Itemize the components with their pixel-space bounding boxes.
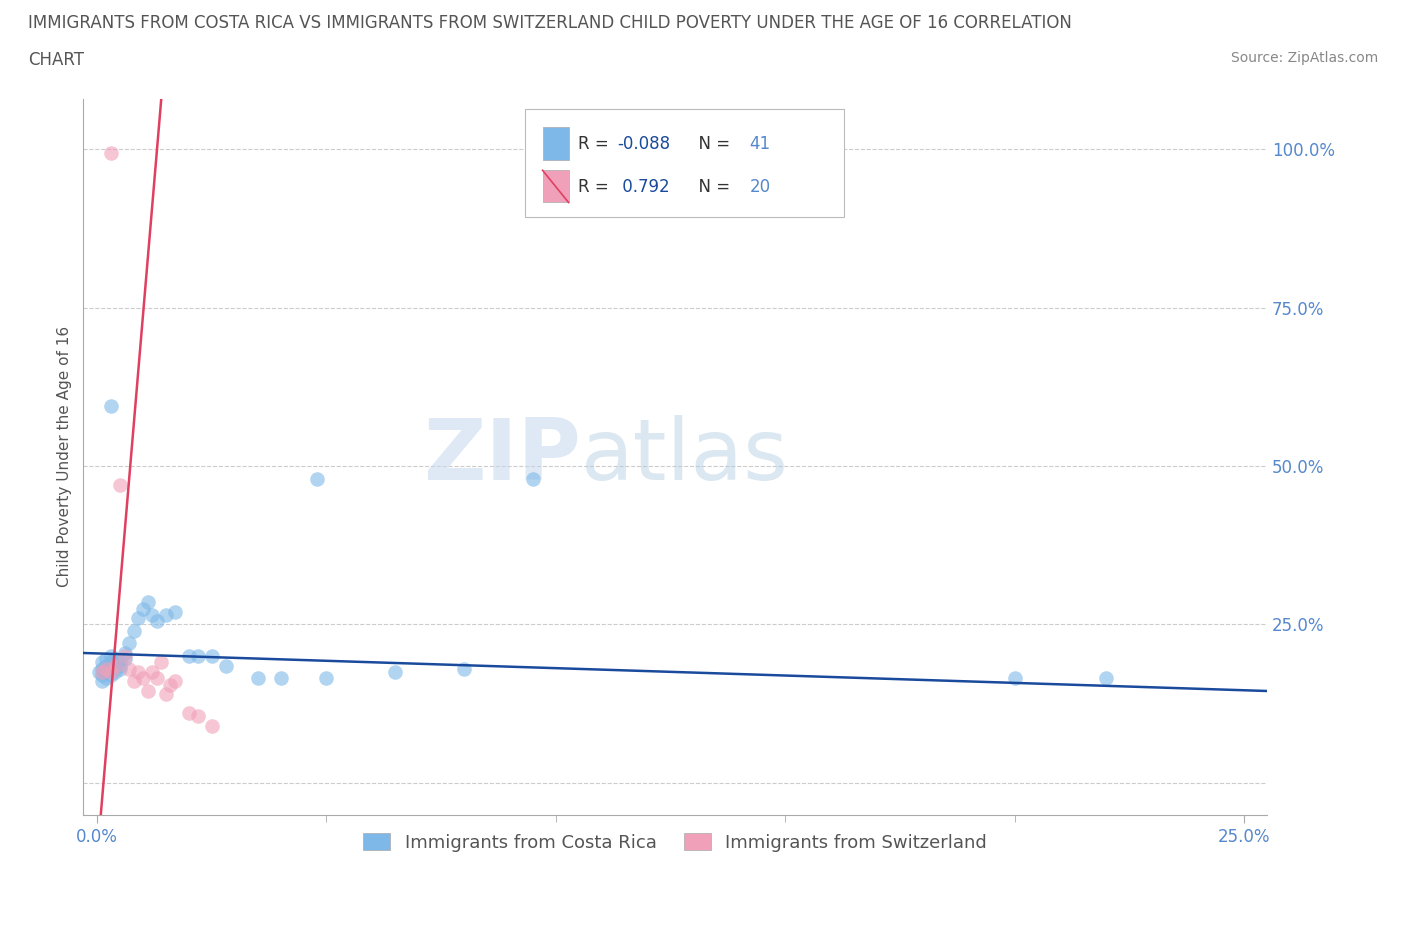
Point [100, 398, 122, 413]
Point [246, 671, 269, 685]
Point [163, 674, 186, 689]
Point [453, 661, 475, 676]
Point [1004, 671, 1026, 685]
Point [132, 601, 155, 616]
Point [114, 649, 136, 664]
Point [100, 661, 122, 676]
Text: ZIP: ZIP [423, 415, 581, 498]
Point [177, 706, 200, 721]
Point [177, 649, 200, 664]
Y-axis label: Child Poverty Under the Age of 16: Child Poverty Under the Age of 16 [58, 326, 72, 587]
Point [90, 665, 112, 680]
Point [118, 636, 141, 651]
Point [108, 658, 131, 673]
Point [315, 671, 337, 685]
Point [100, 145, 122, 160]
Text: N =: N = [688, 135, 735, 153]
Text: atlas: atlas [581, 415, 789, 498]
Bar [543, 170, 568, 203]
Point [150, 655, 173, 670]
Point [100, 668, 122, 683]
Point [159, 677, 181, 692]
Point [114, 645, 136, 660]
Point [122, 674, 145, 689]
Point [118, 661, 141, 676]
Point [127, 611, 149, 626]
Point [141, 607, 163, 622]
Point [96, 661, 118, 676]
Text: CHART: CHART [28, 51, 84, 69]
Point [108, 655, 131, 670]
Point [145, 614, 167, 629]
Point [155, 607, 177, 622]
Point [104, 658, 127, 673]
Point [90, 655, 112, 670]
Text: R =: R = [578, 135, 614, 153]
Point [96, 652, 118, 667]
Point [100, 665, 122, 680]
Point [163, 604, 186, 619]
Point [108, 661, 131, 676]
Point [307, 472, 329, 486]
Bar [543, 127, 568, 160]
Text: IMMIGRANTS FROM COSTA RICA VS IMMIGRANTS FROM SWITZERLAND CHILD POVERTY UNDER TH: IMMIGRANTS FROM COSTA RICA VS IMMIGRANTS… [28, 14, 1071, 32]
Point [155, 686, 177, 701]
Point [214, 658, 236, 673]
Point [114, 652, 136, 667]
Point [187, 709, 209, 724]
Point [141, 665, 163, 680]
Point [104, 665, 127, 680]
Point [136, 595, 159, 610]
Point [187, 649, 209, 664]
Point [270, 671, 292, 685]
FancyBboxPatch shape [524, 110, 845, 217]
Point [108, 478, 131, 493]
Text: N =: N = [688, 178, 735, 195]
Legend: Immigrants from Costa Rica, Immigrants from Switzerland: Immigrants from Costa Rica, Immigrants f… [356, 826, 994, 859]
Point [201, 718, 224, 733]
Point [201, 649, 224, 664]
Point [104, 658, 127, 673]
Text: -0.088: -0.088 [617, 135, 671, 153]
Text: R =: R = [578, 178, 614, 195]
Point [89, 665, 111, 680]
Point [1095, 671, 1118, 685]
Point [104, 652, 127, 667]
Point [522, 472, 544, 486]
Point [90, 668, 112, 683]
Text: 0.792: 0.792 [617, 178, 669, 195]
Point [90, 674, 112, 689]
Text: 41: 41 [749, 135, 770, 153]
Point [132, 671, 155, 685]
Point [122, 623, 145, 638]
Point [127, 665, 149, 680]
Text: 20: 20 [749, 178, 770, 195]
Point [96, 665, 118, 680]
Point [100, 649, 122, 664]
Point [145, 671, 167, 685]
Point [96, 671, 118, 685]
Point [96, 658, 118, 673]
Point [384, 665, 406, 680]
Point [90, 661, 112, 676]
Point [136, 684, 159, 698]
Text: Source: ZipAtlas.com: Source: ZipAtlas.com [1230, 51, 1378, 65]
Point [100, 655, 122, 670]
